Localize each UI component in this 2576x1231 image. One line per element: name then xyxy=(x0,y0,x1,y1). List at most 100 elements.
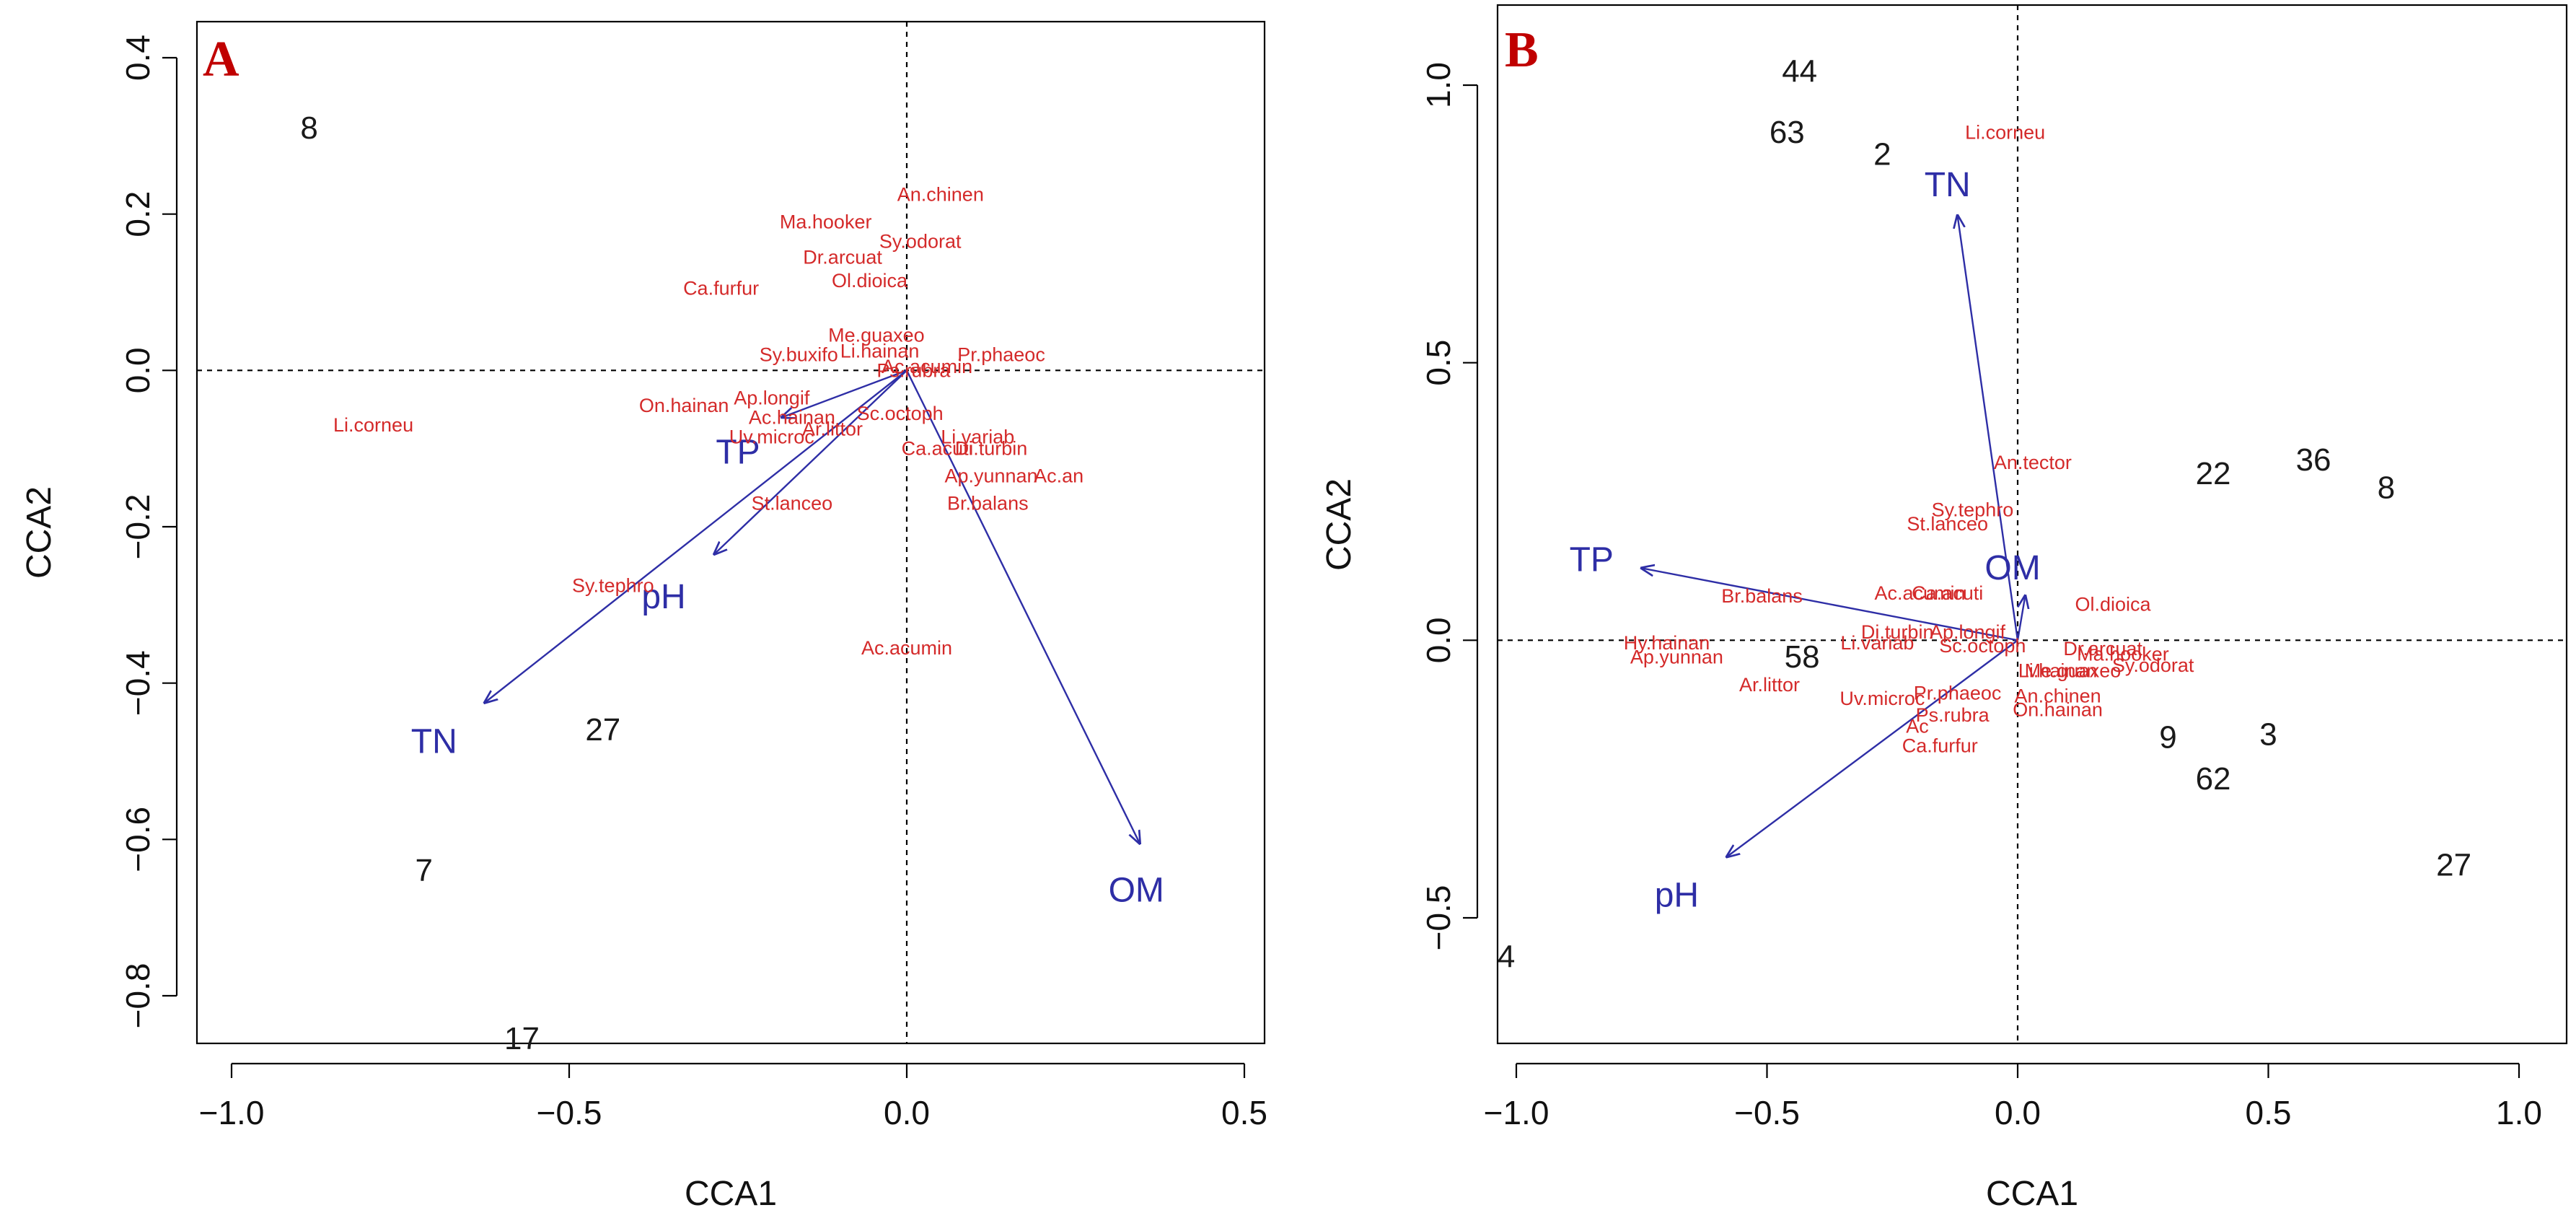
panel-a-vector-tn xyxy=(485,369,907,702)
panel-a-y-tick-label: 0.0 xyxy=(119,347,157,393)
panel-b-site-label: 63 xyxy=(1770,115,1805,150)
panel-a-species-label: Sy.buxifo xyxy=(760,344,838,366)
panel-b-species-label: Ma.hooker xyxy=(2077,644,2169,665)
panel-a-species-label: Ps.rubra xyxy=(876,359,951,381)
panel-a-species-label: Ac.acumin xyxy=(861,637,952,659)
panel-b-vector-tn xyxy=(1958,216,2019,641)
panel-b-vector-tp xyxy=(1642,568,2018,641)
panel-b-vector-label-om: OM xyxy=(1984,549,2040,587)
panel-a-species-label: Di.turbin xyxy=(955,438,1028,460)
panel-b-species-label: Ac.acumin xyxy=(1874,582,1965,604)
panel-b-species-label: Ac xyxy=(1906,716,1929,737)
panel-a-site-label: 8 xyxy=(300,110,317,146)
panel-b-x-tick-label: 0.0 xyxy=(1995,1094,2041,1131)
panel-b-species-label: Sy.odorat xyxy=(2112,654,2194,676)
panel-b-species-label: Ar.littor xyxy=(1739,674,1800,696)
panel-b-zero-lines xyxy=(1498,5,2567,1043)
panel-b-site-label: 62 xyxy=(2196,761,2231,797)
panel-b-site-label: 3 xyxy=(2259,717,2277,753)
panel-b-y-axis-title: CCA2 xyxy=(1320,478,1358,571)
panel-a-species-label: Ma.hooker xyxy=(780,211,872,233)
panel-a-species-label: Li.corneu xyxy=(333,414,413,436)
panel-b-species-label: Di.turbin xyxy=(1861,621,1934,643)
panel-a-species: An.chinen Ma.hooker Sy.odoratDr.arcuatOl.d… xyxy=(333,184,1083,659)
panel-a: −1.0 −0.5 0.0 0.5 0.4 0.2 0.0 −0.2 −0.4 −0.6 −0.8… xyxy=(20,20,1267,1213)
panel-a-vector-label-ph: pH xyxy=(641,578,685,616)
panel-b-y-tick-label: 0.5 xyxy=(1420,340,1457,386)
panel-a-y-tick-label: −0.8 xyxy=(119,963,157,1029)
panel-b-species-label: Sc.octoph xyxy=(1939,635,2026,657)
panel-b-y-tick-label: −0.5 xyxy=(1420,885,1457,951)
panel-b-species-label: Sy.tephro xyxy=(1932,499,2014,521)
panel-a-vector-ph xyxy=(714,369,907,554)
panel-a-species-label: On.hainan xyxy=(639,395,729,416)
panel-a-species-label: Me.guaxeo xyxy=(828,325,925,346)
panel-a-vector-om xyxy=(905,369,1140,843)
panel-b-species-label: Pr.phaeoc xyxy=(1914,682,2002,704)
panel-b-site-label: 27 xyxy=(2436,847,2471,882)
panel-a-species-label: Ca.furfur xyxy=(683,278,759,299)
panel-a-label: A xyxy=(203,32,239,87)
panel-a-species-label: Sc.octoph xyxy=(857,403,944,424)
panel-a-sites: 22827717 xyxy=(300,110,620,1056)
panel-b-site-label: 8 xyxy=(2378,470,2395,505)
panel-b-species-label: Ca.acuti xyxy=(1912,582,1983,604)
panel-b-species-label: Ap.yunnan xyxy=(1630,646,1723,667)
panel-b-species-label: Uv.microc xyxy=(1839,688,1925,709)
panel-b-species-label: Dr.arcuat xyxy=(2063,638,2142,660)
panel-a-species-label: Ar.littor xyxy=(802,419,863,440)
panel-b-species-label: Ps.rubra xyxy=(1916,704,1990,726)
panel-a-species-label: Br.balans xyxy=(947,493,1029,514)
panel-b-vectors: TN TP OM pH xyxy=(1570,166,2041,915)
panel-a-x-tick-label: −0.5 xyxy=(537,1094,602,1131)
panel-b-site-label: 9 xyxy=(2159,719,2176,755)
panel-b-species-label: Ca.furfur xyxy=(1902,735,1978,757)
panel-a-species-label: An.chinen xyxy=(897,184,984,206)
panel-b-site-label: 58 xyxy=(1785,639,1820,675)
panel-a-x-tick-label: 0.0 xyxy=(884,1094,930,1131)
panel-a-y-tick-label: −0.6 xyxy=(119,807,157,872)
panel-a-species-label: Dr.arcuat xyxy=(803,246,882,268)
panel-b-site-label: 2 xyxy=(1873,137,1891,172)
panel-a-y-tick-label: 0.2 xyxy=(119,191,157,237)
panel-a-site-label: 17 xyxy=(504,1021,540,1056)
panel-a-species-label: Li.variab xyxy=(941,426,1014,447)
panel-b-x-axis: −1.0 −0.5 0.0 0.5 1.0 xyxy=(1484,1062,2542,1131)
panel-a-vector-label-tp: TP xyxy=(716,434,760,472)
panel-b-x-axis-title: CCA1 xyxy=(1986,1175,2078,1213)
panel-a-vector-label-tn: TN xyxy=(411,722,457,761)
panel-b-species-label: Li.variab xyxy=(1840,632,1914,654)
panel-a-y-tick-label: −0.4 xyxy=(119,650,157,716)
panel-a-vectors: OM TN pH TP xyxy=(411,369,1164,909)
panel-a-zero-lines xyxy=(197,22,1265,1043)
panel-a-species-label: Sy.odorat xyxy=(879,231,962,253)
panel-a-species-label: Ca.acuti xyxy=(902,438,973,460)
panel-b-species-label: St.lanceo xyxy=(1907,513,1988,535)
panel-a-x-axis: −1.0 −0.5 0.0 0.5 xyxy=(199,1062,1267,1131)
panel-b-species-label: Li.corneu xyxy=(1965,121,2045,143)
panel-b-species-label: Hy.hainan xyxy=(1624,632,1710,654)
panel-b-species-label: An.tector xyxy=(1994,452,2072,473)
panel-a-x-axis-title: CCA1 xyxy=(685,1175,777,1213)
panel-b-y-tick-label: 0.0 xyxy=(1420,617,1457,663)
panel-a-species-label: Sy.tephro xyxy=(572,574,654,596)
panel-a-species-label: Ap.longif xyxy=(734,387,810,408)
panel-a-species-label: Pr.phaeoc xyxy=(957,344,1045,366)
panel-b-x-tick-label: 0.5 xyxy=(2246,1094,2292,1131)
panel-b-vector-label-tp: TP xyxy=(1570,540,1614,579)
panel-b-species-label: An.chinen xyxy=(2015,685,2101,706)
panel-a-y-tick-label: 0.4 xyxy=(119,35,157,81)
panel-a-species-label: Ac.hainan xyxy=(749,406,835,428)
panel-a-plot-box xyxy=(195,20,1266,1045)
panel-a-x-tick-label: 0.5 xyxy=(1221,1094,1267,1131)
panel-b-vector-ph xyxy=(1727,639,2018,857)
panel-a-site-label: 7 xyxy=(416,853,433,888)
panel-b-species-label: Ap.longif xyxy=(1930,621,2006,643)
panel-b-site-label: 36 xyxy=(2296,442,2331,478)
panel-a-vector-tp xyxy=(782,369,907,417)
panel-b-y-axis: 1.0 0.5 0.0 −0.5 xyxy=(1420,62,1479,951)
panel-a-vector-label-om: OM xyxy=(1109,871,1164,909)
panel-b-label: B xyxy=(1505,22,1539,78)
panel-b-site-label: 44 xyxy=(1782,53,1817,89)
panel-a-species-label: Ap.yunnan xyxy=(944,465,1037,487)
